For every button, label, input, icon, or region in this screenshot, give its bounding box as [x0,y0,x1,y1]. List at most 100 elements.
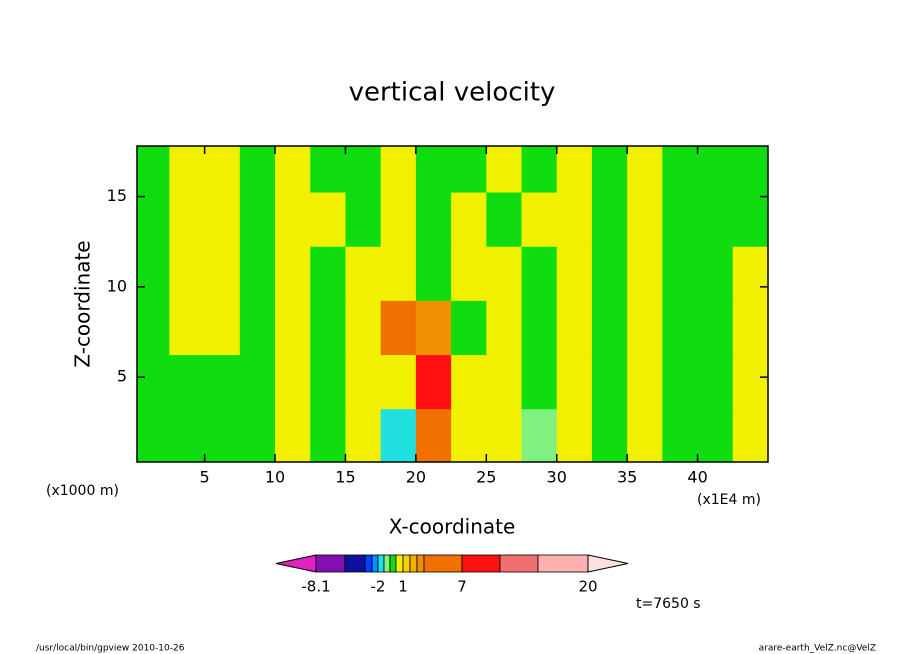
contour-cell [627,408,663,463]
contour-cell [697,246,734,301]
contour-cell [204,354,241,410]
contour-cell [451,246,487,301]
contour-cell [521,192,558,247]
colorbar-tick-label: -8.1 [301,578,330,596]
x-unit-label-right: (x1E4 m) [697,492,761,508]
contour-cell [380,408,417,463]
x-tick-label: 40 [687,468,707,487]
y-axis-label: Z-coordinate [71,240,95,367]
x-tick-label: 30 [547,468,567,487]
contour-cell [556,192,593,247]
contour-cell [662,192,699,247]
contour-cell [591,300,628,356]
x-tick-label: 10 [265,468,285,487]
contour-cell [204,408,241,463]
contour-cell [697,300,734,356]
x-tick-label: 15 [335,468,355,487]
contour-cell [451,300,487,356]
chart-title: vertical velocity [349,78,556,108]
contour-cell [486,146,523,193]
contour-cell [380,246,417,301]
contour-cell [415,192,452,247]
contour-cell [556,246,593,301]
contour-cell [697,192,734,247]
x-tick-label: 25 [476,468,496,487]
y-tick-label: 10 [107,276,127,295]
colorbar-box [461,554,501,573]
colorbar-extension-low [275,554,317,573]
contour-cell [415,300,452,356]
colorbar-box [383,554,391,573]
contour-cell [310,300,346,356]
contour-cell [486,300,523,356]
contour-cell [662,408,699,463]
colorbar-extension-high [587,554,629,573]
contour-cell [275,354,311,410]
contour-cell [591,408,628,463]
contour-cell [310,192,346,247]
contour-cell [345,408,382,463]
contour-cell [697,354,734,410]
contour-cell [627,300,663,356]
contour-cell [591,246,628,301]
contour-cell [310,246,346,301]
colorbar-box [389,554,397,573]
contour-cell [627,192,663,247]
colorbar-tick-label: 20 [578,578,597,596]
contour-cell [275,246,311,301]
time-annotation: t=7650 s [636,596,701,612]
contour-cell [415,146,452,193]
contour-cell [556,146,593,193]
contour-cell [137,408,170,463]
contour-cell [137,146,170,193]
contour-cell [521,300,558,356]
contour-cell [239,146,276,193]
contour-cell [451,354,487,410]
contour-cell [732,408,769,463]
colorbar-box [395,554,404,573]
contour-cell [239,408,276,463]
contour-cell [345,192,382,247]
contour-cell [556,300,593,356]
contour-cell [732,146,769,193]
contour-cell [451,192,487,247]
contour-cell [697,408,734,463]
contour-cell [732,192,769,247]
x-tick-label: 20 [406,468,426,487]
contour-cell [380,354,417,410]
contour-cell [627,146,663,193]
contour-cell [275,300,311,356]
footer-left: /usr/local/bin/gpview 2010-10-26 [36,644,185,654]
contour-cell [275,192,311,247]
colorbar-box [402,554,411,573]
contour-cell [137,192,170,247]
contour-cell [415,408,452,463]
contour-cell [486,408,523,463]
contour-cell [169,192,206,247]
contour-cell [521,146,558,193]
contour-cell [627,246,663,301]
contour-cell [169,146,206,193]
contour-cell [486,354,523,410]
contour-cell [239,300,276,356]
contour-cell [204,192,241,247]
contour-cell [169,408,206,463]
contour-cell [732,300,769,356]
contour-cell [451,146,487,193]
contour-cell [556,354,593,410]
contour-cell [521,354,558,410]
contour-cell [662,146,699,193]
contour-cell [137,354,170,410]
contour-cell [239,354,276,410]
colorbar-box [499,554,539,573]
colorbar-box [409,554,418,573]
contour-cell [275,146,311,193]
contour-cell [662,354,699,410]
colorbar-box [315,554,346,573]
contour-cell [169,300,206,356]
contour-cell [591,146,628,193]
contour-cell [556,408,593,463]
contour-cell [204,146,241,193]
colorbar-tick-label: 1 [398,578,408,596]
contour-cell [204,246,241,301]
